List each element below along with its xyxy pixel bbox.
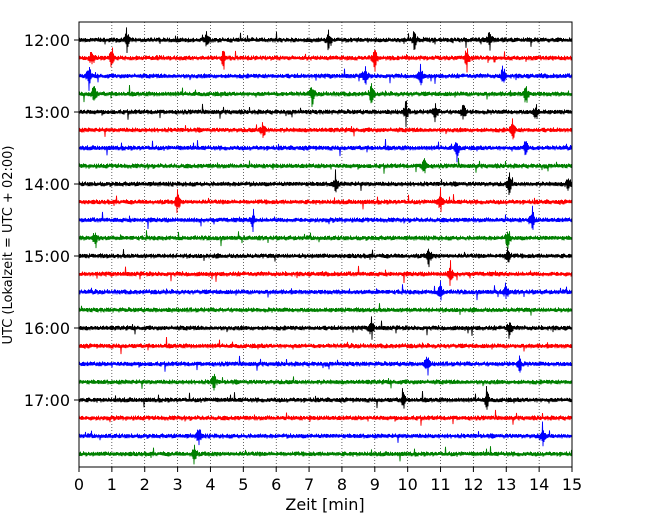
y-axis-ticks: 12:00 13:00 14:00 15:00 16:00 17:00 <box>24 31 79 410</box>
trace-line <box>78 63 573 91</box>
seismic-traces <box>78 27 573 465</box>
x-axis-label: Zeit [min] <box>285 495 364 514</box>
x-tick-label: 8 <box>337 475 347 494</box>
trace-line <box>78 373 573 391</box>
x-tick-label: 9 <box>370 475 380 494</box>
trace-line <box>78 169 573 196</box>
x-tick-label: 13 <box>496 475 516 494</box>
trace-line <box>78 303 573 316</box>
trace-line <box>78 260 573 286</box>
y-tick-label: 13:00 <box>24 103 70 122</box>
trace-line <box>78 138 573 163</box>
x-tick-label: 5 <box>238 475 248 494</box>
x-tick-label: 10 <box>397 475 417 494</box>
trace-line <box>78 280 573 301</box>
trace-line <box>78 355 573 376</box>
x-tick-label: 11 <box>430 475 450 494</box>
trace-line <box>78 27 573 54</box>
vertical-grid <box>111 22 540 467</box>
y-axis-label: UTC (Lokalzeit = UTC + 02:00) <box>1 146 16 345</box>
x-tick-label: 4 <box>205 475 215 494</box>
x-tick-label: 12 <box>463 475 483 494</box>
plot-frame <box>78 21 573 468</box>
trace-line <box>78 205 573 233</box>
trace-line <box>78 421 573 447</box>
trace-line <box>78 409 573 426</box>
trace-line <box>78 230 573 249</box>
x-tick-label: 14 <box>529 475 549 494</box>
y-tick-label: 15:00 <box>24 247 70 266</box>
x-tick-label: 3 <box>173 475 183 494</box>
trace-line <box>78 444 573 465</box>
y-tick-label: 14:00 <box>24 175 70 194</box>
trace-line <box>78 336 573 355</box>
y-tick-label: 12:00 <box>24 31 70 50</box>
trace-line <box>78 385 573 410</box>
trace-line <box>78 100 573 128</box>
x-tick-label: 15 <box>562 475 582 494</box>
x-tick-label: 7 <box>304 475 314 494</box>
x-axis-ticks: 0 1 2 3 4 5 6 7 8 9 10 11 12 13 14 15 <box>74 467 582 494</box>
trace-line <box>78 187 573 214</box>
x-tick-label: 2 <box>140 475 150 494</box>
x-tick-label: 6 <box>271 475 281 494</box>
trace-line <box>78 157 573 174</box>
x-tick-label: 0 <box>74 475 84 494</box>
y-tick-label: 16:00 <box>24 319 70 338</box>
trace-line <box>78 316 573 340</box>
trace-line <box>78 247 573 268</box>
trace-line <box>78 118 573 140</box>
trace-line <box>78 47 573 73</box>
x-tick-label: 1 <box>107 475 117 494</box>
trace-line <box>78 83 573 108</box>
y-tick-label: 17:00 <box>24 391 70 410</box>
